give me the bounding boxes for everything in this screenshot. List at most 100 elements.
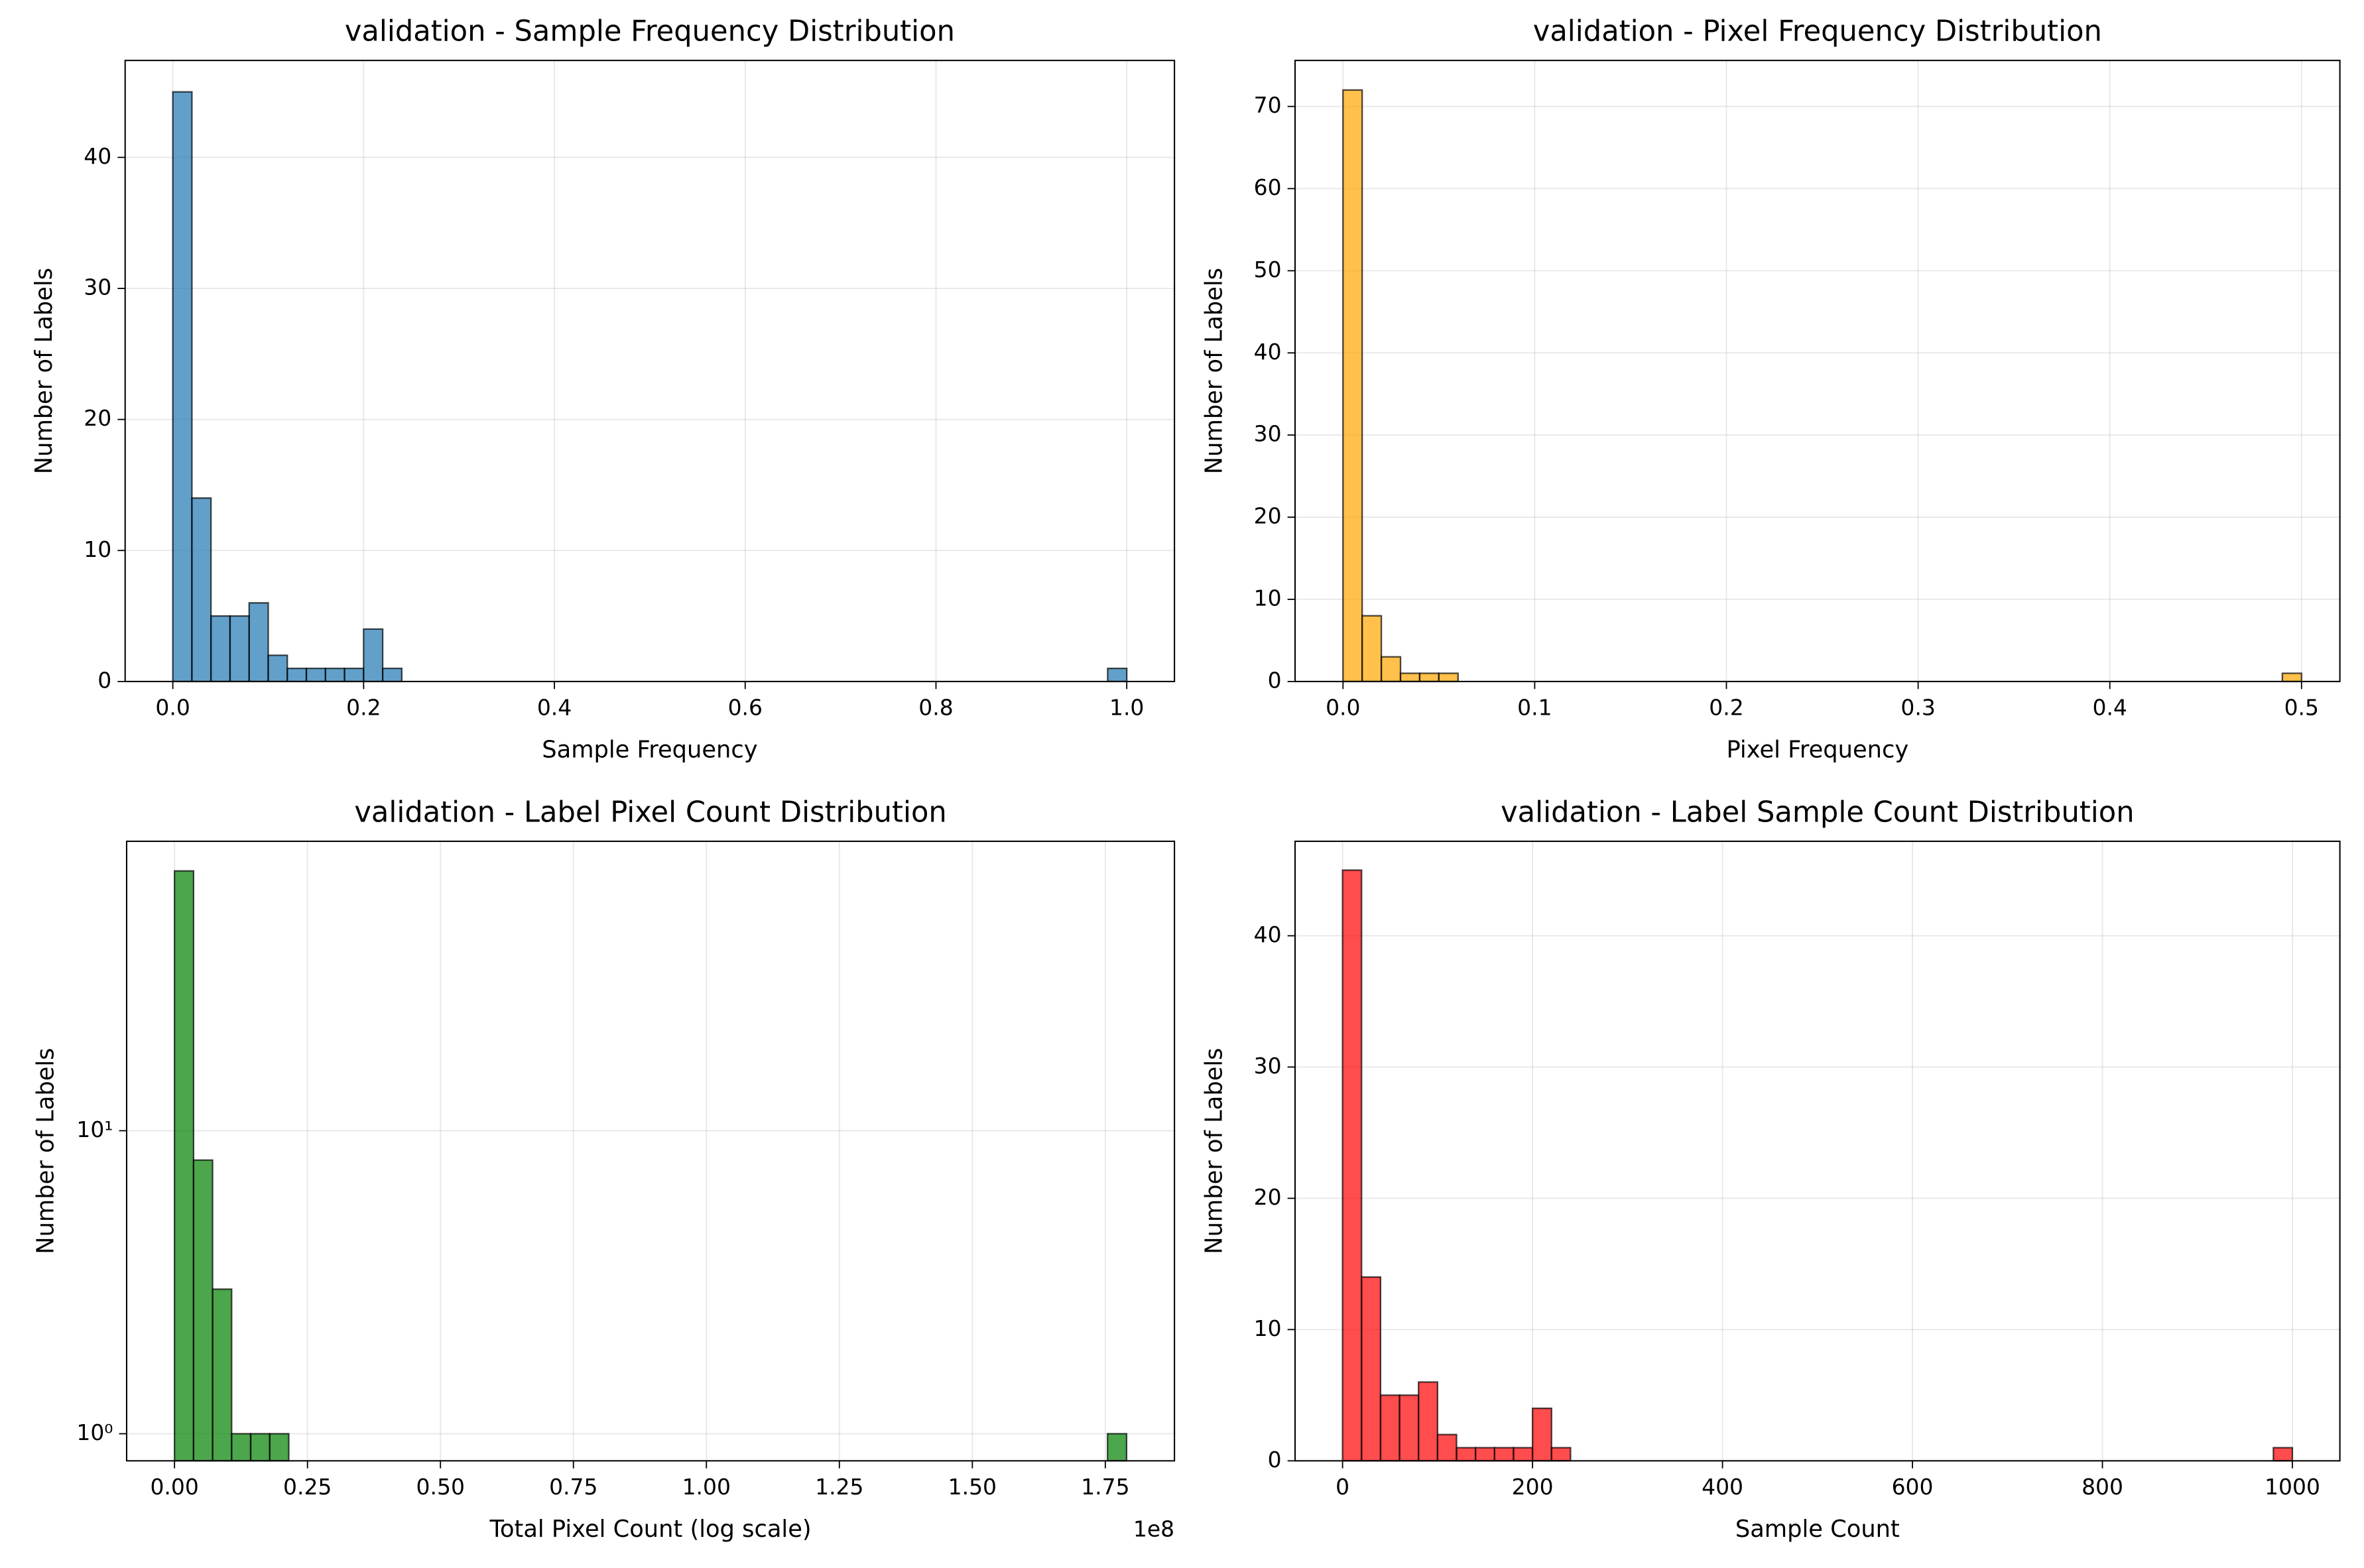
- x-tick-label: 200: [1512, 1474, 1554, 1500]
- x-offset-label: 1e8: [1133, 1516, 1174, 1541]
- bar: [324, 667, 345, 683]
- subplot-title: validation - Label Pixel Count Distribut…: [354, 796, 946, 829]
- y-axis-label: Number of Labels: [31, 268, 58, 474]
- bar: [267, 654, 288, 683]
- y-axis-label: Number of Labels: [32, 1048, 59, 1254]
- x-tick-label: 0.1: [1517, 694, 1552, 720]
- bar: [1550, 1447, 1572, 1462]
- y-tick-label: 10: [1254, 1315, 1282, 1341]
- y-tick-label: 50: [1254, 257, 1282, 282]
- x-axis-label: Total Pixel Count (log scale): [489, 1516, 811, 1543]
- y-tick-label: 40: [1254, 339, 1282, 365]
- bar: [1475, 1447, 1495, 1462]
- bar: [1380, 656, 1402, 683]
- x-tick-label: 0.00: [150, 1474, 198, 1500]
- bar: [174, 870, 195, 1462]
- bar: [1513, 1447, 1534, 1462]
- bar: [1341, 869, 1363, 1462]
- y-tick-label: 0: [1268, 667, 1282, 693]
- x-tick-label: 0.6: [728, 694, 763, 720]
- bar: [191, 497, 212, 683]
- y-axis-label: Number of Labels: [1201, 1048, 1228, 1254]
- bar: [249, 1433, 271, 1462]
- bar: [192, 1159, 214, 1462]
- bar: [305, 667, 326, 683]
- x-tick-label: 0.2: [1709, 694, 1743, 720]
- x-tick-label: 1.00: [682, 1474, 731, 1500]
- bar: [231, 1433, 252, 1462]
- x-tick-label: 0.2: [346, 694, 381, 720]
- subplot-title: validation - Sample Frequency Distributi…: [345, 15, 955, 48]
- x-tick-label: 0.0: [1326, 694, 1360, 720]
- y-tick-label: 10: [1254, 585, 1282, 611]
- y-tick-label: 40: [84, 143, 111, 169]
- subplot: validation - Label Sample Count Distribu…: [1201, 796, 2341, 1543]
- bar: [1107, 667, 1128, 683]
- x-tick-label: 0.8: [918, 694, 953, 720]
- bar: [1531, 1408, 1552, 1462]
- bar: [343, 667, 365, 683]
- bar: [1456, 1447, 1477, 1462]
- x-axis-label: Sample Count: [1735, 1516, 1900, 1543]
- y-tick-label: 10¹: [76, 1116, 113, 1142]
- x-tick-label: 1.50: [948, 1474, 997, 1500]
- x-axis-label: Sample Frequency: [542, 736, 757, 763]
- y-tick-label: 70: [1254, 92, 1282, 118]
- axes-frame: [124, 60, 1176, 682]
- bar: [1399, 672, 1421, 683]
- y-tick-label: 30: [1254, 421, 1282, 447]
- x-tick-label: 800: [2082, 1474, 2123, 1500]
- bar: [229, 615, 250, 683]
- bar: [1107, 1433, 1128, 1462]
- bar: [1418, 672, 1440, 683]
- x-tick-label: 1.25: [815, 1474, 863, 1500]
- x-axis-label: Pixel Frequency: [1726, 736, 1908, 763]
- bar: [1379, 1394, 1400, 1462]
- bar: [1361, 1276, 1382, 1462]
- bar: [1361, 615, 1383, 683]
- subplot: validation - Sample Frequency Distributi…: [31, 15, 1176, 763]
- x-tick-label: 0.75: [549, 1474, 597, 1500]
- axes-frame: [1294, 840, 2341, 1462]
- y-tick-label: 0: [97, 667, 111, 693]
- bar: [2281, 672, 2302, 683]
- bar: [269, 1433, 290, 1462]
- bar: [1342, 89, 1363, 683]
- x-tick-label: 0.0: [155, 694, 190, 720]
- bar: [2272, 1447, 2294, 1462]
- x-tick-label: 600: [1892, 1474, 1934, 1500]
- subplot: validation - Label Pixel Count Distribut…: [32, 796, 1176, 1543]
- y-tick-label: 20: [1254, 503, 1282, 529]
- subplot-title: validation - Pixel Frequency Distributio…: [1533, 15, 2102, 48]
- x-tick-label: 0.3: [1900, 694, 1935, 720]
- subplot-title: validation - Label Sample Count Distribu…: [1501, 796, 2135, 829]
- x-tick-label: 400: [1702, 1474, 1743, 1500]
- y-tick-label: 30: [1254, 1053, 1282, 1079]
- x-tick-label: 0.50: [416, 1474, 465, 1500]
- y-tick-label: 0: [1268, 1447, 1282, 1473]
- y-tick-label: 20: [84, 405, 111, 431]
- x-tick-label: 1000: [2265, 1474, 2320, 1500]
- bar: [172, 91, 193, 683]
- x-tick-label: 1.0: [1109, 694, 1144, 720]
- y-tick-label: 60: [1254, 174, 1282, 200]
- x-tick-label: 1.75: [1081, 1474, 1129, 1500]
- bar: [212, 1288, 233, 1462]
- x-tick-label: 0.5: [2284, 694, 2319, 720]
- bar: [1493, 1447, 1515, 1462]
- x-tick-label: 0.25: [283, 1474, 332, 1500]
- y-tick-label: 40: [1254, 922, 1282, 947]
- bar: [1438, 672, 1459, 683]
- axes-frame: [1294, 60, 2341, 682]
- bar: [286, 667, 308, 683]
- bar: [210, 615, 231, 683]
- axes-frame: [125, 840, 1176, 1462]
- bar: [1436, 1433, 1458, 1462]
- y-tick-label: 30: [84, 274, 111, 300]
- y-tick-label: 10⁰: [76, 1419, 113, 1445]
- y-axis-label: Number of Labels: [1201, 268, 1228, 474]
- y-tick-label: 20: [1254, 1184, 1282, 1210]
- bar: [248, 602, 269, 683]
